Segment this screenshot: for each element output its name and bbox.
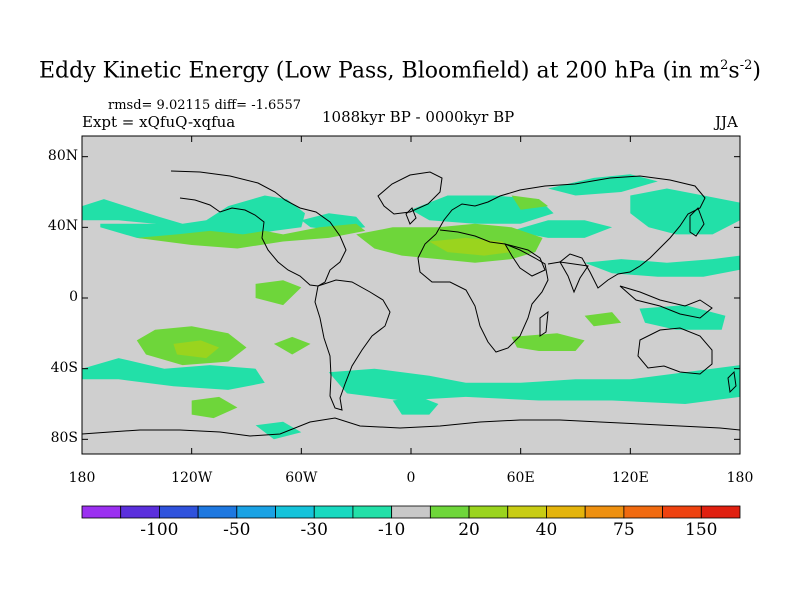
coast-japan [689, 207, 705, 237]
contour-region-10 [392, 396, 439, 415]
colorbar-box [81, 505, 122, 519]
coast-greenland [377, 171, 443, 215]
colorbar-label: -30 [300, 520, 328, 540]
colorbar-box [507, 505, 547, 519]
lon-tick-label: 180 [726, 470, 754, 486]
lon-tick-label: 120E [611, 470, 649, 486]
colorbar-box [197, 505, 238, 519]
colorbar-box [623, 505, 663, 519]
lon-tick-label: 120W [171, 470, 213, 486]
coastlines [82, 170, 740, 437]
contour-region-8 [82, 358, 265, 390]
coast-south-america [314, 279, 391, 411]
coast-madagascar [539, 310, 549, 337]
contour-region-17 [191, 396, 238, 419]
colorbar-box [546, 505, 586, 519]
colorbar-box [584, 505, 625, 519]
colorbar-box [429, 505, 470, 519]
experiment-label: Expt = xQfuQ-xqfua [82, 113, 236, 131]
coast-southeast-asia [619, 285, 713, 319]
contour-region-22 [173, 340, 220, 359]
colorbar-label: 75 [613, 520, 635, 540]
colorbar-label: 150 [685, 520, 718, 540]
map-axes [81, 136, 741, 454]
lat-tick-label: 80N [47, 147, 78, 164]
contour-region-15 [255, 280, 302, 306]
coast-uk [405, 207, 417, 225]
contour-region-18 [511, 333, 585, 351]
lat-tick-label: 40N [47, 218, 78, 235]
coast-antarctica [82, 417, 740, 437]
contour-region-7 [548, 174, 658, 196]
contour-region-19 [584, 312, 622, 327]
colorbar-box [120, 505, 160, 519]
colorbar-box [352, 505, 393, 519]
lon-tick-label: 60W [285, 470, 318, 486]
contour-region-9 [328, 365, 740, 404]
period-label: 1088kyr BP - 0000kyr BP [322, 108, 515, 126]
season-label: JJA [715, 113, 738, 131]
coast-australia [637, 327, 713, 375]
lat-tick-label: 40S [50, 359, 78, 376]
contour-region-0 [82, 195, 305, 238]
contour-region-6 [584, 255, 740, 277]
contour-region-20 [273, 336, 311, 355]
coast-new-zealand [727, 370, 737, 394]
lon-tick-label: 180 [68, 470, 96, 486]
lat-tick-label: 80S [50, 430, 78, 447]
colorbar-box [662, 505, 702, 519]
colorbar-box [468, 505, 509, 519]
coast-india [559, 261, 589, 294]
lon-tick-label: 0 [406, 470, 416, 486]
colorbar-box [700, 505, 741, 519]
contour-region-12 [639, 305, 726, 330]
chart-title: Eddy Kinetic Energy (Low Pass, Bloomfiel… [39, 58, 761, 84]
coast-arabia [503, 243, 546, 277]
lat-tick-label: 0 [69, 289, 78, 305]
contour-regions [82, 174, 740, 440]
colorbar-box [313, 505, 354, 519]
rmsd-diff-stats: rmsd= 9.02115 diff= -1.6557 [108, 98, 302, 113]
colorbar-label: 20 [458, 520, 480, 540]
colorbar-label: -100 [140, 520, 179, 540]
colorbar-box [275, 505, 315, 519]
colorbar-label: -50 [223, 520, 251, 540]
lon-tick-label: 60E [506, 470, 535, 486]
contour-region-4 [511, 220, 613, 238]
contour-region-5 [630, 188, 740, 235]
coast-europe-asia [435, 175, 706, 289]
colorbar-label: 40 [535, 520, 558, 540]
contour-region-13 [136, 223, 366, 249]
colorbar-label: -10 [377, 520, 406, 540]
colorbar-box [236, 505, 276, 519]
colorbar [81, 505, 741, 519]
colorbar-box [159, 505, 199, 519]
contour-region-21 [511, 195, 549, 210]
contour-region-11 [255, 421, 302, 440]
colorbar-box [391, 505, 431, 519]
